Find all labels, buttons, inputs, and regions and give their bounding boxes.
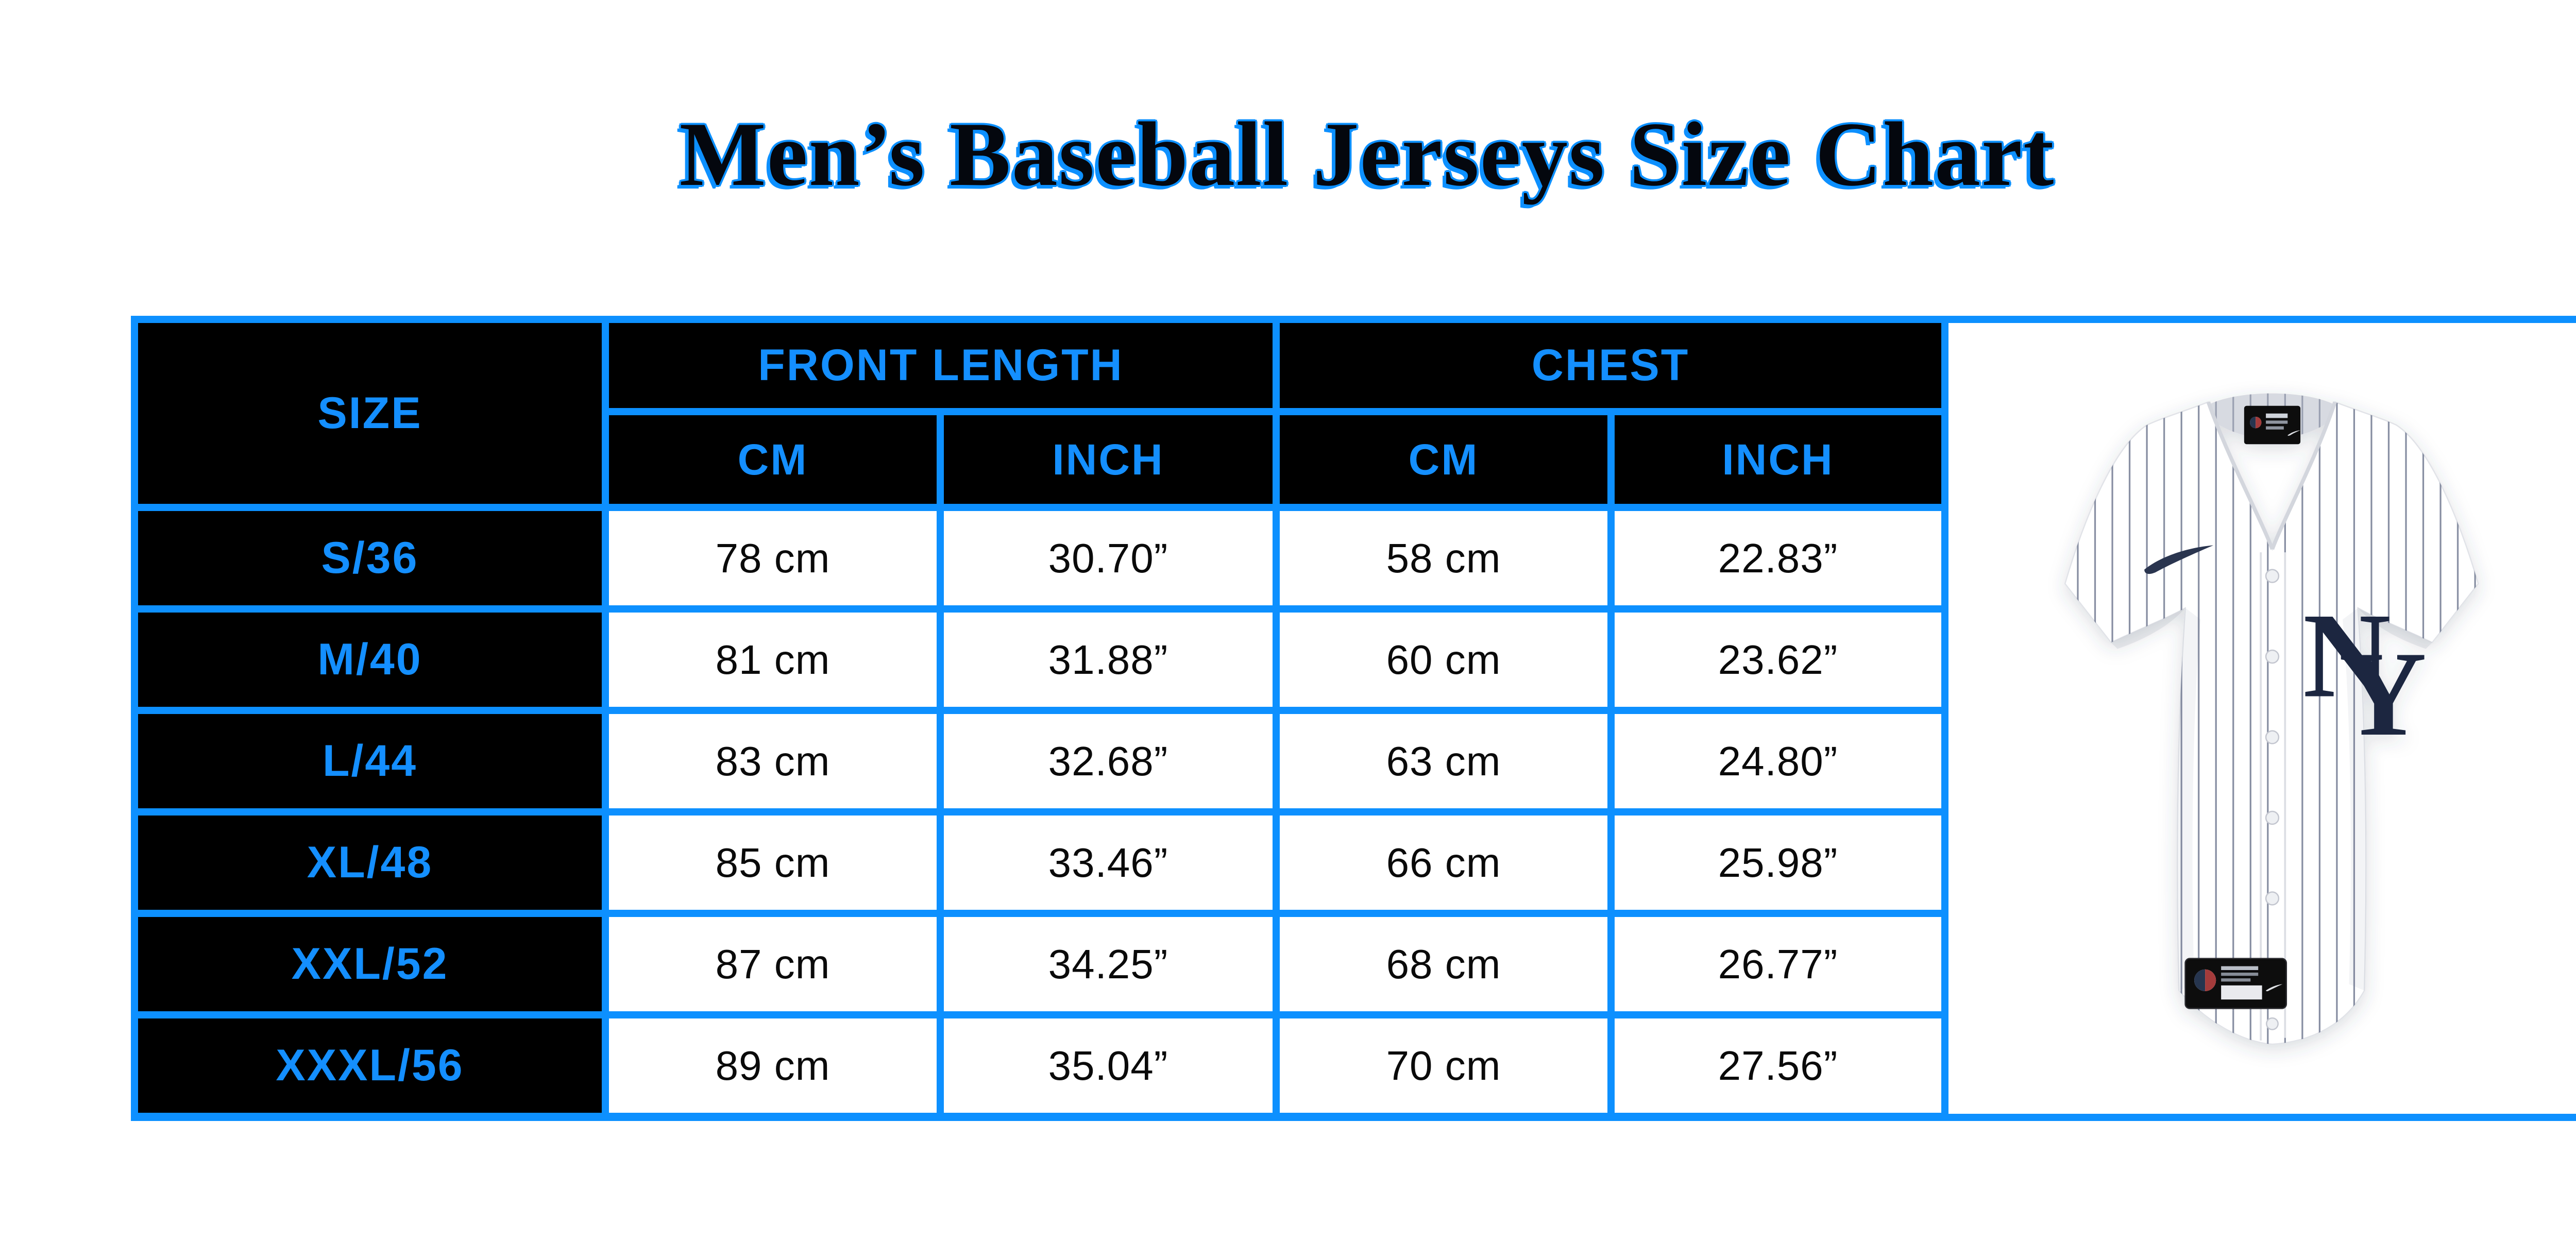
header-size: SIZE xyxy=(138,323,602,504)
chest-cm-value: 58 cm xyxy=(1280,511,1607,605)
chest-cm-value: 70 cm xyxy=(1280,1018,1607,1113)
header-chest-cm: CM xyxy=(1280,415,1607,504)
size-label: L/44 xyxy=(138,714,602,808)
size-label: M/40 xyxy=(138,613,602,707)
size-label: XXL/52 xyxy=(138,917,602,1011)
chest-inch-value: 22.83” xyxy=(1615,511,1941,605)
jersey-image: N Y xyxy=(2064,393,2479,1045)
size-label: XXXL/56 xyxy=(138,1018,602,1113)
chest-cm-value: 63 cm xyxy=(1280,714,1607,808)
page-title: Men’s Baseball Jerseys Size Chart xyxy=(679,103,2055,205)
size-label: S/36 xyxy=(138,511,602,605)
front-cm-value: 83 cm xyxy=(609,714,937,808)
jock-tag xyxy=(2184,957,2287,1009)
chest-cm-value: 68 cm xyxy=(1280,917,1607,1011)
svg-text:Y: Y xyxy=(2339,627,2427,761)
size-chart-board: SIZE FRONT LENGTH CHEST CM INCH CM INCH … xyxy=(131,316,2576,1121)
size-label: XL/48 xyxy=(138,816,602,910)
front-cm-value: 89 cm xyxy=(609,1018,937,1113)
front-cm-value: 78 cm xyxy=(609,511,937,605)
chest-cm-value: 66 cm xyxy=(1280,816,1607,910)
header-chest: CHEST xyxy=(1280,323,1941,408)
front-inch-value: 30.70” xyxy=(944,511,1273,605)
chest-inch-value: 24.80” xyxy=(1615,714,1941,808)
fold-shadow-left xyxy=(2177,607,2201,991)
svg-text:N: N xyxy=(2303,588,2391,723)
front-inch-value: 31.88” xyxy=(944,613,1273,707)
size-table: SIZE FRONT LENGTH CHEST CM INCH CM INCH … xyxy=(138,323,1941,1114)
ny-logo: N Y xyxy=(2303,588,2427,761)
nike-swoosh-icon xyxy=(2144,545,2214,574)
chest-cm-value: 60 cm xyxy=(1280,613,1607,707)
neckline-left xyxy=(2206,401,2274,550)
button-placket xyxy=(2260,552,2286,1041)
header-front-cm: CM xyxy=(609,415,937,504)
front-cm-value: 81 cm xyxy=(609,613,937,707)
chest-inch-value: 26.77” xyxy=(1615,917,1941,1011)
front-inch-value: 33.46” xyxy=(944,816,1273,910)
chest-inch-value: 23.62” xyxy=(1615,613,1941,707)
neck-tag xyxy=(2244,405,2301,444)
front-cm-value: 85 cm xyxy=(609,816,937,910)
jersey-photo-panel: N Y xyxy=(1948,323,2576,1114)
front-inch-value: 34.25” xyxy=(944,917,1273,1011)
chest-inch-value: 25.98” xyxy=(1615,816,1941,910)
header-front-inch: INCH xyxy=(944,415,1273,504)
front-inch-value: 35.04” xyxy=(944,1018,1273,1113)
underarm-shadow-left xyxy=(2111,607,2185,649)
header-chest-inch: INCH xyxy=(1615,415,1941,504)
fold-shadow-right xyxy=(2343,607,2366,991)
chest-inch-value: 27.56” xyxy=(1615,1018,1941,1113)
header-front-length: FRONT LENGTH xyxy=(609,323,1273,408)
front-inch-value: 32.68” xyxy=(944,714,1273,808)
front-cm-value: 87 cm xyxy=(609,917,937,1011)
neckline-right xyxy=(2270,401,2337,550)
underarm-shadow-right xyxy=(2358,607,2432,649)
